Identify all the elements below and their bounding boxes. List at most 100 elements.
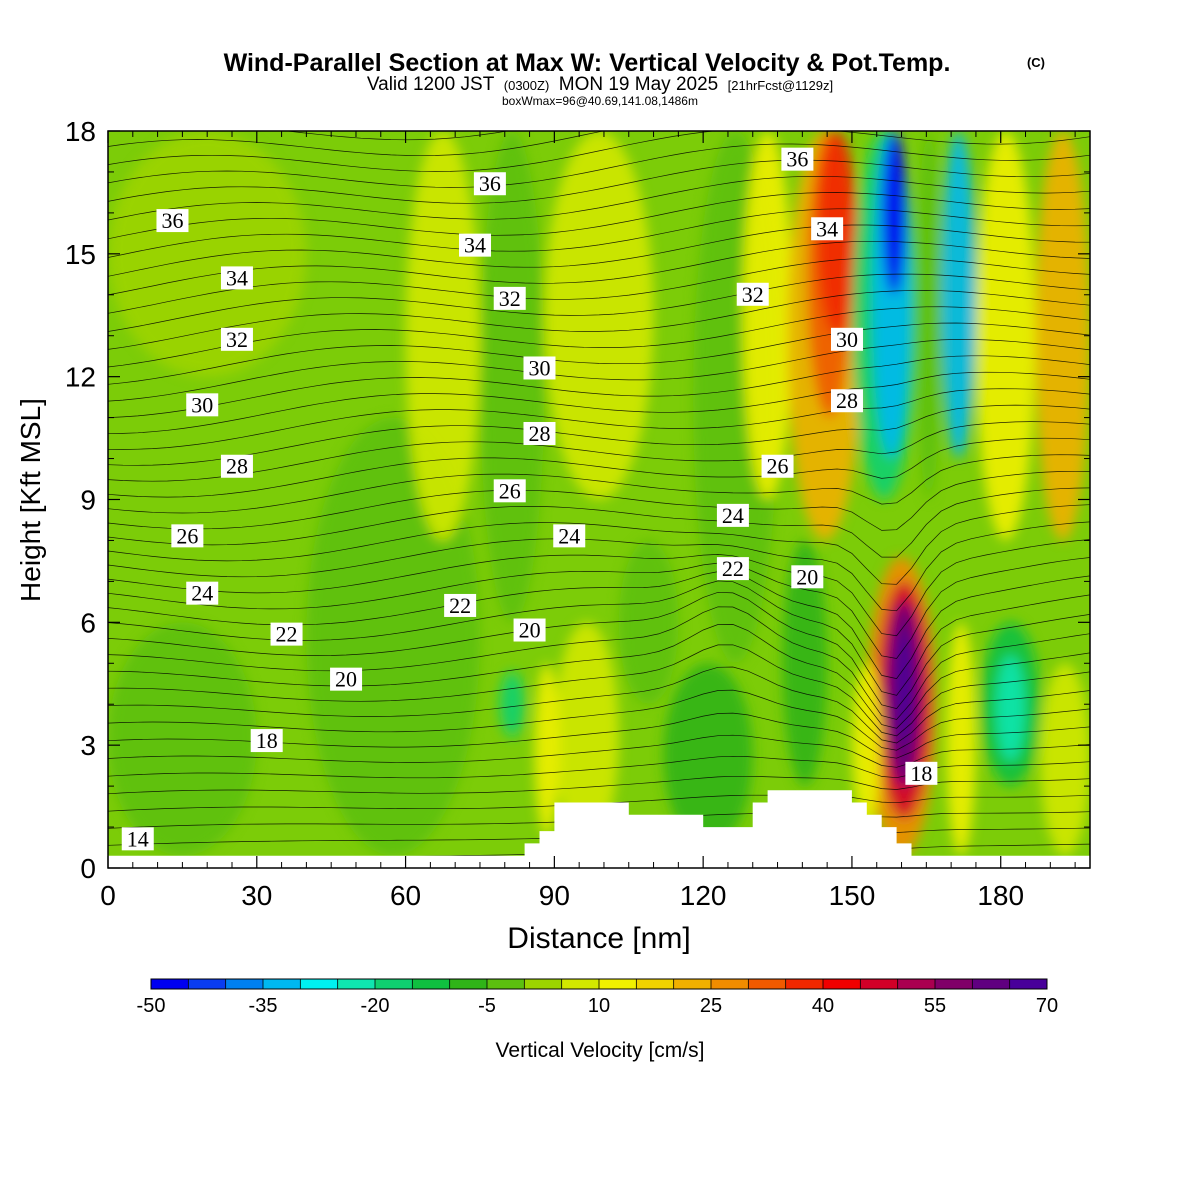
theta-label: 18 — [250, 728, 283, 753]
theta-isentrope — [108, 240, 1090, 296]
theta-label-box — [186, 393, 219, 417]
theta-label-box — [830, 327, 863, 351]
theta-label-box — [791, 565, 824, 589]
theta-isentrope — [108, 437, 1090, 498]
copyright-mark: (C) — [1027, 55, 1045, 70]
velocity-cell — [975, 131, 1036, 541]
theta-label-box — [220, 327, 253, 351]
theta-label-text: 36 — [479, 171, 501, 196]
y-axis-label: Height [Kft MSL] — [15, 398, 46, 602]
theta-label: 22 — [444, 593, 477, 618]
plot-area: 14 18 20 22 24 26 28 30 32 34 36 36 34 32 30 28 26 24 22 20… — [108, 131, 1090, 868]
theta-label-text: 30 — [191, 392, 213, 417]
y-tick-label: 15 — [65, 239, 96, 270]
theta-label-box — [444, 593, 477, 617]
theta-label: 32 — [220, 327, 253, 352]
colorbar-tick-label: 55 — [924, 995, 946, 1017]
theta-label-box — [156, 209, 189, 233]
theta-label-text: 20 — [335, 667, 357, 692]
x-tick-label: 150 — [829, 880, 876, 911]
theta-label: 32 — [736, 282, 769, 307]
theta-isentrope — [108, 591, 1090, 709]
theta-label-text: 30 — [528, 355, 550, 380]
y-tick-label: 9 — [80, 485, 96, 516]
theta-label-box — [716, 503, 749, 527]
velocity-cell — [881, 131, 907, 295]
x-axis: 0 30 60 90 120 150 180 — [100, 131, 1076, 911]
velocity-cell — [663, 663, 753, 848]
theta-label: 24 — [553, 523, 586, 548]
valid-date: MON 19 May 2025 — [559, 74, 718, 95]
theta-isentrope — [108, 192, 1090, 240]
theta-label: 34 — [459, 233, 492, 258]
theta-isentrope — [108, 175, 1090, 221]
theta-label-box — [736, 282, 769, 306]
theta-label: 36 — [156, 208, 189, 233]
theta-isentrope — [108, 208, 1090, 258]
theta-label-box — [553, 524, 586, 548]
theta-label-text: 22 — [722, 556, 744, 581]
colorbar-tick-label: 25 — [700, 995, 722, 1017]
colorbar-swatch — [636, 979, 675, 989]
velocity-cell — [554, 622, 619, 848]
valid-time-line: Valid 1200 JST (0300Z) MON 19 May 2025 [… — [367, 74, 833, 95]
theta-label-text: 26 — [176, 523, 198, 548]
forecast-tag: [21hrFcst@1129z] — [728, 78, 833, 93]
colorbar-swatch — [972, 979, 1011, 989]
theta-label-text: 18 — [256, 728, 278, 753]
theta-label-box — [270, 622, 303, 646]
colorbar-swatch — [860, 979, 899, 989]
colorbar-swatch — [897, 979, 936, 989]
colorbar-tick-label: 70 — [1036, 995, 1058, 1017]
colorbar-tick-label: -5 — [478, 995, 496, 1017]
colorbar-tick-label: 10 — [588, 995, 610, 1017]
y-tick-label: 3 — [80, 730, 96, 761]
colorbar-tick-label: -35 — [249, 995, 278, 1017]
theta-isentrope — [108, 131, 605, 157]
theta-label: 26 — [761, 454, 794, 479]
colorbar-swatch — [263, 979, 301, 989]
box-info: boxWmax=96@40.69,141.08,1486m — [502, 94, 698, 108]
x-tick-label: 120 — [680, 880, 727, 911]
theta-label: 24 — [186, 581, 219, 606]
theta-label-box — [781, 147, 814, 171]
x-tick-label: 30 — [241, 880, 272, 911]
theta-label-box — [493, 286, 526, 310]
colorbar-swatch — [561, 979, 600, 989]
theta-label-text: 24 — [558, 523, 580, 548]
x-tick-label: 180 — [977, 880, 1024, 911]
y-tick-label: 18 — [65, 116, 96, 147]
velocity-cell — [499, 671, 525, 737]
colorbar-swatch — [785, 979, 824, 989]
theta-label-box — [220, 454, 253, 478]
theta-label-text: 20 — [796, 564, 818, 589]
colorbar-swatch — [337, 979, 376, 989]
valid-zulu: (0300Z) — [504, 78, 550, 93]
theta-label-text: 34 — [816, 216, 838, 241]
theta-isentrope — [108, 624, 1090, 729]
terrain — [108, 790, 1090, 868]
theta-label: 34 — [811, 216, 844, 241]
colorbar-swatch — [823, 979, 861, 989]
theta-isentrope — [108, 454, 1090, 514]
theta-label-box — [830, 389, 863, 413]
theta-isentrope — [108, 734, 1090, 768]
colorbar-swatch — [412, 979, 451, 989]
theta-label-text: 22 — [449, 593, 471, 618]
theta-label: 30 — [523, 355, 556, 380]
velocity-cell — [916, 131, 942, 500]
theta-label-text: 24 — [722, 503, 744, 528]
theta-isentrope — [108, 557, 1090, 659]
theta-isentrope — [108, 224, 1090, 277]
velocity-cell — [534, 663, 560, 836]
colorbar-swatch — [225, 979, 264, 989]
theta-isentrope — [108, 539, 1090, 637]
velocity-cell — [941, 131, 976, 459]
valid-prefix: Valid 1200 JST — [367, 74, 495, 95]
velocity-cell — [995, 655, 1026, 762]
theta-isentrope — [108, 470, 1090, 531]
colorbar-swatch — [748, 979, 787, 989]
theta-label-box — [905, 761, 938, 785]
theta-label: 26 — [493, 478, 526, 503]
theta-label-text: 24 — [191, 581, 213, 606]
